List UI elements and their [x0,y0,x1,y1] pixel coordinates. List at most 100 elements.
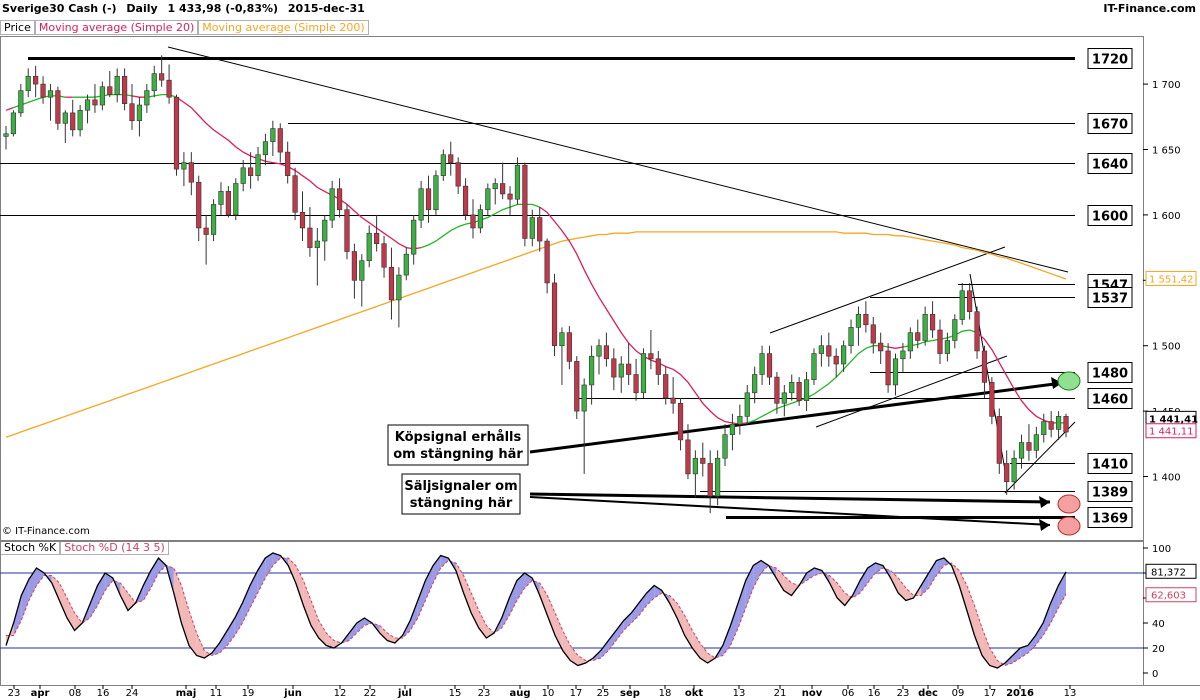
candle-down [885,350,891,386]
legend-stoch-k: Stoch %K [0,540,61,555]
candle-up [618,363,624,378]
stoch-fill-up [166,565,174,593]
candle-down [166,79,172,98]
stoch-k-line [5,552,1067,669]
level-label-1547: 1547 [1087,274,1133,295]
stoch-fill-down [471,593,479,628]
level-label-box [1087,287,1133,308]
stoch-fill-up [875,563,883,573]
candle-down [633,374,639,394]
stoch-fill-down [128,593,136,611]
note-box [401,473,521,515]
level-label-1369: 1369 [1087,507,1133,528]
price-panel-frame [0,36,1144,541]
level-label-1600: 1600 [1087,205,1133,226]
candle-up [99,86,105,106]
stoch-fill-up [852,580,861,598]
candle-down [455,162,461,187]
stoch-tag-text: 62,603 [1151,591,1186,602]
stoch-fill-up [593,650,601,661]
stoch-fill-up [943,558,952,566]
trendline-7 [529,496,1051,526]
stoch-fill-up [158,558,167,573]
candle-up [18,90,24,114]
stoch-fill-up [105,573,113,591]
candle-down [544,240,550,284]
candle-down [425,188,432,210]
candle-up [3,133,9,137]
chart-header: Sverige30 Cash (-) Daily 1 433,98 (-0,83… [2,2,371,15]
stoch-fill-down [913,585,922,598]
candle-up [322,219,328,242]
note-line-2: stängning här [410,496,513,511]
candle-down [626,363,632,375]
stoch-fill-down [463,575,472,613]
candle-up [233,183,239,216]
candle-down [381,243,387,268]
candle-up [789,382,795,394]
stoch-fill-up [1043,603,1051,636]
note-line-2: om stängning här [393,447,523,462]
candle-down [648,353,654,360]
candle-up [529,217,535,239]
candle-down [522,164,528,239]
stoch-fill-down [844,593,853,606]
candle-up [841,345,847,365]
candle-down [462,185,469,216]
stoch-fill-down [196,633,205,658]
stoch-fill-up [234,603,243,636]
candle-up [596,345,602,357]
candle-down [677,402,684,441]
candle-down [981,350,988,383]
stoch-fill-up [516,573,525,601]
candle-up [440,154,446,176]
ma20-line-up [420,203,540,249]
x-tick-label: okt [685,688,704,699]
level-label-text: 1547 [1092,279,1128,294]
candle-up [47,90,54,98]
stoch-fill-up [417,580,426,618]
level-label-box [1087,453,1133,474]
level-label-1720: 1720 [1087,48,1133,69]
x-tick-label: 2016 [1006,688,1034,699]
stoch-fill-down [189,610,197,656]
stoch-fill-up [143,570,151,601]
candle-down [507,193,513,200]
price-y-tick-label: 1 600 [1152,211,1181,222]
stoch-fill-up [36,568,45,586]
stoch-fill-down [570,645,578,666]
stoch-fill-up [631,603,639,623]
stoch-fill-up [1027,635,1036,653]
stoch-fill-up [265,553,273,578]
stoch-fill-down [326,633,334,648]
sell-signal-circle [1057,516,1081,536]
last-quote: 1 433,98 (-0,83%) [167,2,279,15]
candle-down [1063,416,1069,433]
candle-up [514,164,521,200]
candle-up [492,183,498,190]
stoch-fill-up [608,630,617,651]
x-tick-label: 08 [69,688,82,699]
stoch-fill-up [21,579,29,621]
stoch-d-line [6,557,1067,667]
x-tick-label: 23 [478,688,491,699]
candle-down [374,232,380,244]
level-label-box [1087,153,1133,174]
level-label-box [1087,388,1133,409]
stoch-fill-up [524,573,533,588]
x-tick-label: aug [509,688,530,699]
stoch-fill-up [494,618,502,633]
price-tag-ma200: 1 551,42 [1145,270,1197,286]
candle-up [62,112,68,124]
stoch-fill-up [600,640,609,658]
stoch-fill-up [1012,648,1021,663]
stoch-tag-box [1145,587,1197,603]
candle-up [559,332,565,347]
legend-ma20: Moving average (Simple 20) [34,20,199,35]
level-label-text: 1410 [1092,458,1128,473]
candle-down [448,154,454,163]
candle-up [144,90,150,106]
candle-down [655,358,661,375]
x-tick-label: 16 [868,688,881,699]
candle-up [10,112,17,135]
